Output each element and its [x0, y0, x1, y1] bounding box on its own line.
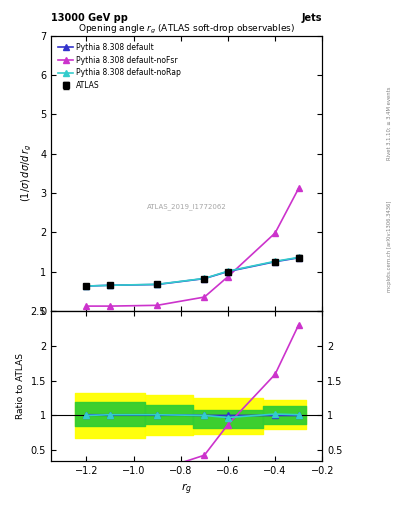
Pythia 8.308 default: [202, 275, 207, 282]
Pythia 8.308 default-noFsr: [108, 303, 112, 309]
Pythia 8.308 default-noRap: [273, 258, 277, 264]
Legend: Pythia 8.308 default, Pythia 8.308 default-noFsr, Pythia 8.308 default-noRap, AT: Pythia 8.308 default, Pythia 8.308 defau…: [55, 39, 184, 93]
Pythia 8.308 default-noRap: [155, 281, 160, 287]
Pythia 8.308 default-noRap: [202, 275, 207, 282]
Pythia 8.308 default-noRap: [108, 282, 112, 288]
Line: Pythia 8.308 default-noRap: Pythia 8.308 default-noRap: [83, 254, 302, 290]
Text: mcplots.cern.ch [arXiv:1306.3436]: mcplots.cern.ch [arXiv:1306.3436]: [387, 200, 392, 291]
Line: Pythia 8.308 default: Pythia 8.308 default: [83, 254, 302, 290]
Title: Opening angle $r_g$ (ATLAS soft-drop observables): Opening angle $r_g$ (ATLAS soft-drop obs…: [78, 23, 295, 36]
Pythia 8.308 default-noFsr: [296, 185, 301, 191]
Text: 13000 GeV pp: 13000 GeV pp: [51, 13, 128, 23]
Pythia 8.308 default: [296, 254, 301, 261]
Pythia 8.308 default-noRap: [226, 268, 230, 274]
Y-axis label: $(1/\sigma)\,d\sigma/d\,r_g$: $(1/\sigma)\,d\sigma/d\,r_g$: [20, 144, 35, 202]
Y-axis label: Ratio to ATLAS: Ratio to ATLAS: [16, 353, 25, 419]
Text: Rivet 3.1.10; ≥ 3.4M events: Rivet 3.1.10; ≥ 3.4M events: [387, 86, 392, 160]
Pythia 8.308 default-noFsr: [202, 294, 207, 300]
Text: ATLAS_2019_I1772062: ATLAS_2019_I1772062: [147, 203, 226, 210]
Pythia 8.308 default-noRap: [84, 283, 89, 289]
Pythia 8.308 default: [226, 268, 230, 274]
Pythia 8.308 default: [108, 282, 112, 288]
Pythia 8.308 default-noFsr: [226, 273, 230, 280]
Pythia 8.308 default: [84, 283, 89, 289]
Pythia 8.308 default: [273, 259, 277, 265]
X-axis label: $r_g$: $r_g$: [181, 481, 192, 497]
Pythia 8.308 default-noFsr: [273, 230, 277, 236]
Line: Pythia 8.308 default-noFsr: Pythia 8.308 default-noFsr: [83, 185, 302, 310]
Pythia 8.308 default-noRap: [296, 254, 301, 261]
Pythia 8.308 default-noFsr: [155, 302, 160, 308]
Pythia 8.308 default: [155, 282, 160, 288]
Text: Jets: Jets: [302, 13, 322, 23]
Pythia 8.308 default-noFsr: [84, 303, 89, 309]
